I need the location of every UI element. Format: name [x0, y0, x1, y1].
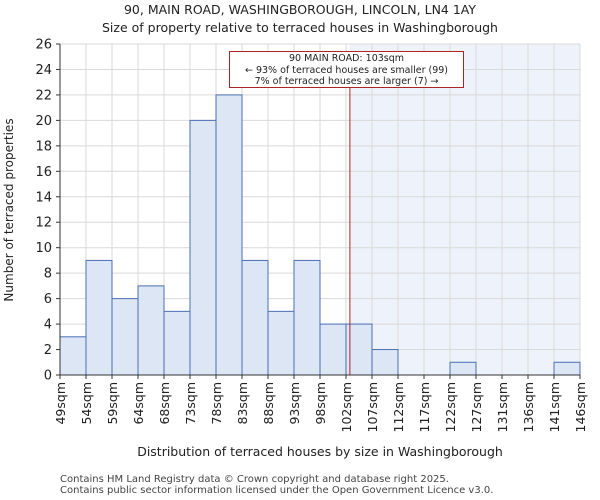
y-tick-label: 14	[35, 190, 52, 205]
x-tick-label: 78sqm	[209, 382, 224, 425]
x-tick-label: 88sqm	[261, 382, 276, 425]
footer-licence: Contains public sector information licen…	[60, 485, 494, 496]
y-axis-label: Number of terraced properties	[2, 118, 16, 302]
x-axis-label: Distribution of terraced houses by size …	[137, 444, 503, 459]
y-axis-label-box: Number of terraced properties	[2, 60, 16, 360]
x-tick-label: 146sqm	[573, 382, 588, 432]
bar	[163, 310, 191, 376]
chart-subtitle: Size of property relative to terraced ho…	[102, 20, 498, 35]
x-tick-label: 136sqm	[521, 382, 536, 432]
y-tick-label: 8	[44, 267, 52, 282]
x-tick-label: 141sqm	[547, 382, 562, 432]
y-tick-label: 12	[35, 216, 52, 231]
bar	[189, 119, 217, 376]
x-tick-label: 98sqm	[313, 382, 328, 425]
x-tick-label: 127sqm	[469, 382, 484, 432]
bar	[371, 349, 399, 376]
x-tick-label: 83sqm	[235, 382, 250, 425]
bar	[553, 361, 581, 376]
bar	[241, 259, 269, 376]
bar	[111, 298, 139, 376]
x-tick-label: 117sqm	[417, 382, 432, 432]
x-tick-label: 73sqm	[183, 382, 198, 425]
x-tick-label: 54sqm	[79, 382, 94, 425]
y-tick-label: 6	[44, 292, 52, 307]
x-tick-label: 122sqm	[443, 382, 458, 432]
y-tick-label: 10	[35, 241, 52, 256]
y-tick-label: 2	[44, 343, 52, 358]
bar	[215, 94, 243, 376]
chart-title: 90, MAIN ROAD, WASHINGBOROUGH, LINCOLN, …	[123, 2, 477, 17]
y-tick-label: 0	[44, 369, 52, 384]
annotation-line-2: ← 93% of terraced houses are smaller (99…	[244, 64, 449, 76]
y-tick-label: 4	[44, 318, 52, 333]
y-tick-label: 20	[35, 114, 52, 129]
bar	[449, 361, 477, 376]
y-tick-label: 16	[35, 165, 52, 180]
marker-annotation: 90 MAIN ROAD: 103sqm ← 93% of terraced h…	[229, 51, 464, 88]
bar	[293, 259, 321, 376]
bar	[267, 310, 295, 376]
highlight-region	[349, 44, 580, 375]
y-tick-label: 22	[35, 88, 52, 103]
annotation-line-1: 90 MAIN ROAD: 103sqm	[288, 53, 405, 64]
y-tick-label: 24	[35, 63, 52, 78]
bar	[319, 323, 347, 376]
x-tick-label: 93sqm	[287, 382, 302, 425]
x-tick-label: 112sqm	[391, 382, 406, 432]
x-tick-label: 68sqm	[157, 382, 172, 425]
x-tick-label: 107sqm	[365, 382, 380, 432]
x-tick-label: 59sqm	[105, 382, 120, 425]
x-tick-label: 49sqm	[53, 382, 68, 425]
bar	[137, 285, 165, 376]
bar	[85, 259, 113, 376]
y-tick-label: 18	[35, 139, 52, 154]
y-tick-label: 26	[35, 38, 52, 53]
footer-copyright: Contains HM Land Registry data © Crown c…	[60, 474, 449, 485]
x-tick-label: 102sqm	[339, 382, 354, 432]
x-tick-label: 64sqm	[131, 382, 146, 425]
bar	[59, 336, 87, 376]
annotation-line-3: 7% of terraced houses are larger (7) →	[254, 76, 439, 87]
x-tick-label: 131sqm	[495, 382, 510, 432]
